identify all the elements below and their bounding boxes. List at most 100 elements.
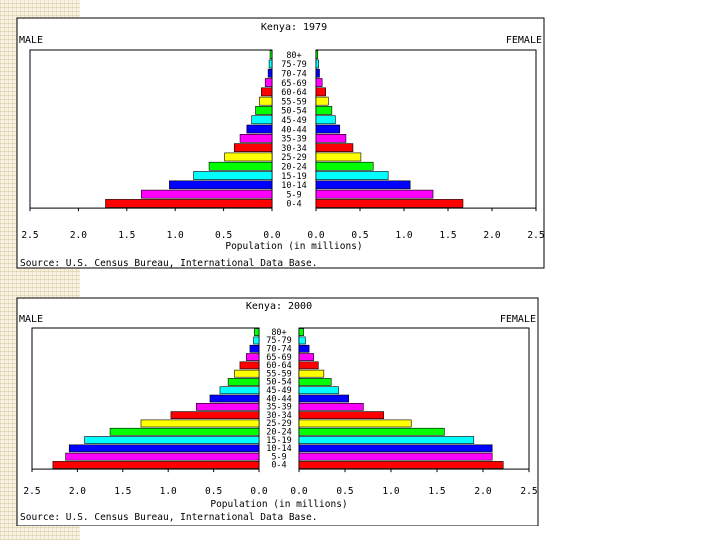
female-bar-15-19	[315, 171, 389, 180]
x-tick-label: 1.5	[114, 486, 131, 497]
x-tick-label: 1.0	[382, 486, 399, 497]
age-group-label: 50-54	[266, 378, 292, 388]
male-bar-25-29	[140, 419, 260, 428]
age-group-label: 25-29	[266, 419, 292, 429]
male-bar-35-39	[196, 403, 260, 411]
male-bar-30-34	[233, 143, 273, 152]
age-group-label: 40-44	[281, 125, 307, 135]
female-bar-50-54	[298, 378, 332, 386]
female-bar-60-64	[315, 87, 326, 97]
female-bar-5-9	[315, 189, 434, 199]
x-tick-label: 2.5	[23, 486, 40, 497]
male-bar-65-69	[245, 353, 260, 361]
source-note: Source: U.S. Census Bureau, Internationa…	[20, 258, 317, 269]
male-bar-75-79	[253, 336, 260, 345]
chart-title: Kenya: 1979	[261, 22, 327, 33]
female-bar-60-64	[298, 361, 319, 370]
male-bar-55-59	[259, 96, 273, 106]
male-bar-15-19	[84, 436, 260, 444]
female-bar-70-74	[298, 344, 310, 353]
x-tick-label: 2.5	[520, 486, 537, 497]
x-tick-label: 2.0	[69, 486, 86, 497]
x-tick-label: 1.5	[439, 230, 456, 241]
male-bar-25-29	[224, 152, 273, 162]
x-tick-label: 2.0	[483, 230, 500, 241]
chart-frame	[16, 17, 545, 269]
age-group-label: 70-74	[266, 345, 292, 355]
pyramid-svg: Kenya: 1979 MALE FEMALE 0-45-910-1415-1920-…	[16, 17, 545, 269]
female-bar-80+	[315, 50, 319, 59]
male-bar-55-59	[234, 369, 260, 378]
male-bar-35-39	[239, 134, 273, 143]
male-bar-5-9	[141, 189, 273, 199]
female-bar-20-24	[298, 427, 445, 436]
female-bar-35-39	[315, 134, 347, 143]
age-group-label: 10-14	[281, 181, 307, 191]
male-bar-10-14	[169, 180, 273, 190]
male-bar-10-14	[68, 444, 260, 453]
age-group-label: 80+	[286, 51, 301, 61]
age-group-label: 40-44	[266, 394, 292, 404]
male-label: MALE	[19, 35, 43, 46]
female-bar-45-49	[298, 386, 339, 395]
female-bar-30-34	[315, 143, 354, 152]
age-group-label: 75-79	[266, 336, 292, 346]
age-group-label: 0-4	[271, 461, 286, 471]
female-bar-40-44	[315, 124, 341, 134]
male-bar-75-79	[268, 59, 273, 69]
age-group-label: 30-34	[266, 411, 292, 421]
male-bar-50-54	[255, 106, 273, 115]
female-bar-20-24	[315, 161, 374, 171]
age-group-label: 75-79	[281, 60, 307, 70]
female-bar-45-49	[315, 115, 336, 125]
source-note: Source: U.S. Census Bureau, Internationa…	[20, 512, 317, 523]
female-bar-30-34	[298, 411, 384, 419]
age-group-label: 5-9	[271, 452, 286, 462]
x-tick-label: 0.5	[336, 486, 353, 497]
age-group-label: 30-34	[281, 144, 307, 154]
x-tick-label: 0.5	[215, 230, 232, 241]
age-group-label: 20-24	[266, 428, 292, 438]
age-group-label: 65-69	[266, 353, 292, 363]
male-bar-65-69	[264, 78, 273, 87]
age-group-label: 0-4	[286, 200, 301, 210]
female-bar-15-19	[298, 436, 475, 444]
age-group-label: 35-39	[281, 135, 307, 145]
age-group-label: 20-24	[281, 163, 307, 173]
age-group-label: 60-64	[266, 361, 292, 371]
age-group-label: 65-69	[281, 79, 307, 89]
x-tick-label: 2.5	[527, 230, 544, 241]
x-tick-label: 1.0	[160, 486, 177, 497]
female-bar-5-9	[298, 452, 493, 461]
chart-frame	[16, 297, 539, 526]
female-bar-75-79	[315, 59, 319, 69]
age-group-label: 35-39	[266, 403, 292, 413]
female-bar-0-4	[298, 461, 504, 469]
x-tick-label: 0.0	[250, 486, 267, 497]
female-bar-65-69	[298, 353, 315, 361]
female-bar-80+	[298, 328, 304, 336]
age-group-label: 70-74	[281, 70, 307, 80]
female-bar-10-14	[298, 444, 493, 453]
female-bar-10-14	[315, 180, 411, 190]
age-group-label: 60-64	[281, 88, 307, 98]
x-tick-label: 2.5	[21, 230, 38, 241]
pyramid-chart-2000: Kenya: 2000 MALE FEMALE 0-4 5-9 10-14 15-19 20-…	[14, 296, 540, 526]
x-axis-label: Population (in millions)	[225, 241, 362, 252]
female-label: FEMALE	[500, 314, 536, 325]
chart-title: Kenya: 2000	[246, 301, 312, 312]
female-bar-25-29	[298, 419, 412, 428]
female-bar-0-4	[315, 199, 464, 208]
male-bar-0-4	[105, 199, 273, 208]
female-bar-55-59	[298, 369, 325, 378]
age-group-label: 45-49	[281, 116, 307, 126]
age-group-label: 15-19	[281, 172, 307, 182]
x-tick-label: 1.5	[118, 230, 135, 241]
female-label: FEMALE	[506, 35, 542, 46]
x-tick-label: 0.0	[290, 486, 307, 497]
x-tick-label: 1.0	[167, 230, 184, 241]
female-bar-55-59	[315, 96, 329, 106]
male-bar-20-24	[109, 427, 260, 436]
age-group-label: 45-49	[266, 386, 292, 396]
x-tick-label: 0.0	[263, 230, 280, 241]
